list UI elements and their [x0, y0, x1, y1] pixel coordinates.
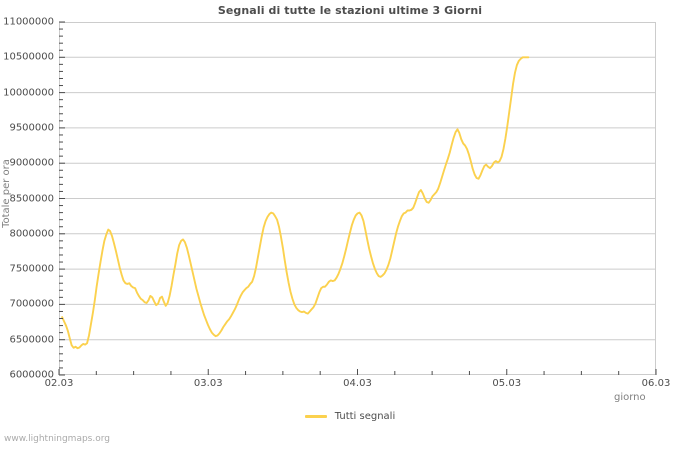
y-axis-tick-label: 9000000 [9, 157, 54, 169]
y-axis-tick-label: 8000000 [9, 228, 54, 240]
x-axis-tick-label: 05.03 [492, 378, 522, 389]
chart-title: Segnali di tutte le stazioni ultime 3 Gi… [217, 4, 483, 17]
y-axis-tick-label: 8500000 [9, 193, 54, 204]
x-axis-title: giorno [614, 392, 646, 403]
x-axis-tick-label: 04.03 [343, 378, 372, 389]
legend-item-label: Tutti segnali [334, 411, 396, 422]
chart-legend: Tutti segnali [0, 411, 700, 422]
x-axis-tick-label: 06.03 [641, 378, 671, 389]
y-axis-tick-label: 11000000 [3, 16, 54, 28]
x-axis-tick-label: 02.03 [44, 378, 74, 389]
plot-svg [58, 21, 657, 376]
site-watermark: www.lightningmaps.org [4, 434, 110, 444]
y-axis-tick-label: 9500000 [9, 122, 54, 134]
y-axis-tick-label: 7000000 [9, 298, 54, 310]
y-axis-title: Totale per ora [0, 159, 12, 228]
y-axis-tick-label: 6000000 [9, 369, 54, 381]
y-axis-tick-label: 7500000 [9, 263, 54, 275]
y-axis-tick-label: 10500000 [3, 51, 54, 63]
y-axis-tick-label: 6500000 [9, 334, 54, 346]
series-line-tutti-segnali [61, 56, 530, 350]
legend-color-swatch-icon [304, 415, 327, 418]
x-axis-tick-label: 03.03 [193, 378, 223, 389]
y-axis-tick-label: 10000000 [3, 87, 54, 99]
